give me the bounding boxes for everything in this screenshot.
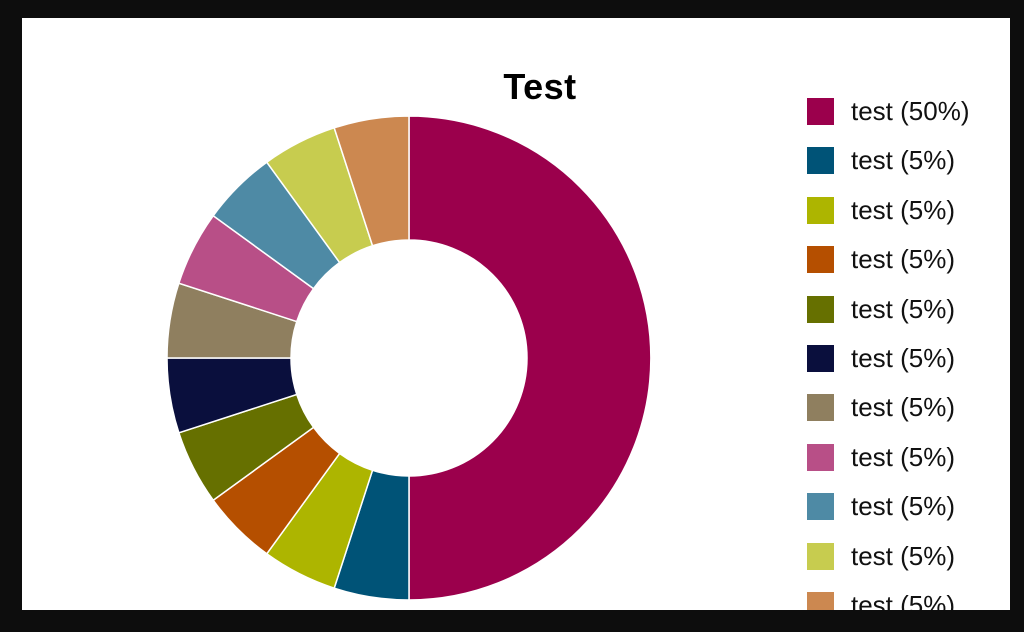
legend-swatch [807,592,834,610]
legend-label: test (5%) [851,244,956,275]
legend-swatch [807,147,834,175]
legend-label: test (5%) [851,293,956,324]
donut-chart [166,115,652,601]
legend-swatch [807,246,834,274]
legend-label: test (5%) [851,343,956,373]
legend-label: test (5%) [851,491,956,522]
legend-swatch [807,345,834,372]
chart-frame: Test test (50%) test (5%) test (5%) test (5… [22,18,1010,610]
donut-slices [166,115,652,601]
legend-label: test (5%) [851,540,956,571]
legend-label: test (5%) [851,392,956,423]
legend-label: test (50%) [851,96,970,126]
donut-slice-1 [408,115,652,601]
legend-swatch [807,443,834,471]
legend-swatch [807,394,834,422]
legend-swatch [807,295,834,323]
legend-swatch [807,196,834,224]
legend-swatch [807,493,834,521]
legend-label: test (5%) [851,194,956,225]
legend-swatch [807,98,834,125]
legend-swatch [807,542,834,570]
legend-label: test (5%) [851,441,956,472]
legend-label: test (5%) [851,590,956,610]
chart-title: Test [503,66,577,107]
donut-slice-11 [333,115,410,247]
legend-label: test (5%) [851,145,956,176]
